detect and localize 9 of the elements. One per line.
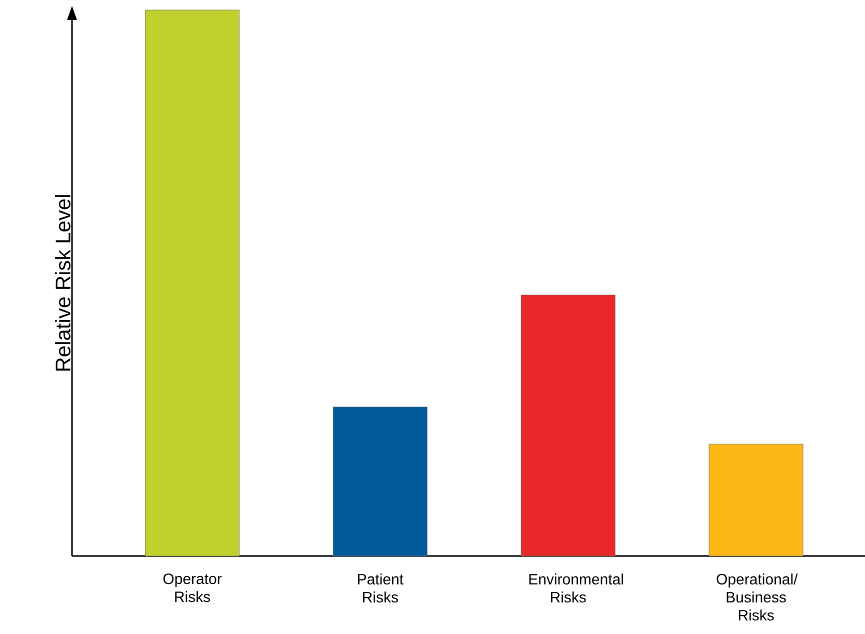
bar (145, 10, 240, 556)
x-tick-label: Operational/ Business Risks (716, 574, 798, 621)
bar (520, 294, 616, 556)
x-tick-label: Patient Risks (358, 574, 404, 603)
y-axis-title: Relative Risk Level (55, 195, 70, 371)
x-tick-label: Environmental Risks (529, 574, 623, 603)
bar (332, 406, 428, 556)
bar (708, 444, 804, 556)
x-tick-label: Operator Risks (163, 574, 222, 602)
